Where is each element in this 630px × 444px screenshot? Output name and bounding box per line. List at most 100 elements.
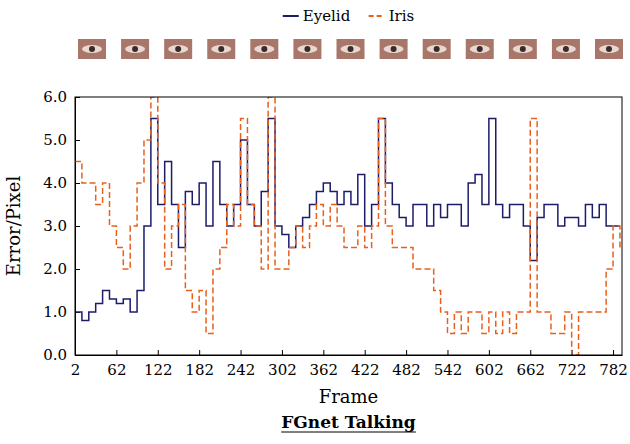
eye-thumbnail: [164, 39, 192, 59]
y-tick-mark: [75, 226, 80, 227]
y-tick-label: 0.0: [43, 346, 67, 364]
thumbnail-iris: [218, 46, 224, 52]
thumbnail-iris: [477, 46, 483, 52]
x-axis-title: Frame: [319, 386, 379, 407]
x-tick-label: 182: [185, 361, 214, 379]
y-tick-label: 1.0: [43, 303, 67, 321]
x-tick-mark: [530, 350, 531, 355]
x-tick: 182: [185, 350, 214, 379]
thumbnail-iris: [434, 46, 440, 52]
thumbnail-iris: [520, 46, 526, 52]
eye-thumbnails: [78, 39, 623, 59]
thumbnail-eye: [384, 45, 404, 53]
x-tick-label: 482: [392, 361, 421, 379]
y-tick: 6.0: [43, 88, 80, 106]
y-tick-label: 2.0: [43, 260, 67, 278]
x-tick: 662: [516, 350, 545, 379]
x-tick: 602: [475, 350, 504, 379]
x-tick-label: 2: [71, 361, 81, 379]
thumbnail-iris: [89, 46, 95, 52]
legend-item: Eyelid: [283, 7, 351, 25]
x-tick-label: 782: [599, 361, 628, 379]
x-tick-mark: [199, 350, 200, 355]
y-tick: 0.0: [43, 346, 80, 364]
thumbnail-bg: [207, 39, 235, 59]
x-tick-mark: [406, 350, 407, 355]
x-tick-label: 242: [227, 361, 256, 379]
thumbnail-eye: [427, 45, 447, 53]
thumbnail-bg: [595, 39, 623, 59]
x-tick: 482: [392, 350, 421, 379]
thumbnail-eye: [297, 45, 317, 53]
eye-thumbnail: [78, 39, 106, 59]
x-tick-mark: [613, 350, 614, 355]
y-tick: 5.0: [43, 131, 80, 149]
eye-thumbnail: [466, 39, 494, 59]
eye-thumbnail: [509, 39, 537, 59]
eye-thumbnail: [337, 39, 365, 59]
thumbnail-iris: [606, 46, 612, 52]
x-tick-mark: [241, 350, 242, 355]
x-tick-mark: [158, 350, 159, 355]
x-tick: 62: [107, 350, 126, 379]
thumbnail-eye: [470, 45, 490, 53]
y-tick-label: 4.0: [43, 174, 67, 192]
y-tick-label: 5.0: [43, 131, 67, 149]
thumbnail-iris: [175, 46, 181, 52]
thumbnail-iris: [261, 46, 267, 52]
thumbnail-bg: [380, 39, 408, 59]
y-tick-mark: [75, 140, 80, 141]
x-tick: 542: [434, 350, 463, 379]
x-tick-label: 122: [144, 361, 173, 379]
plot-frame: [75, 97, 622, 355]
legend-item: Iris: [369, 7, 415, 25]
x-tick-mark: [116, 350, 117, 355]
thumbnail-iris: [563, 46, 569, 52]
thumbnail-bg: [466, 39, 494, 59]
y-tick: 3.0: [43, 217, 80, 235]
thumbnail-iris: [304, 46, 310, 52]
eye-thumbnail: [423, 39, 451, 59]
thumbnail-iris: [132, 46, 138, 52]
x-tick-label: 602: [475, 361, 504, 379]
x-tick: 242: [227, 350, 256, 379]
eye-thumbnail: [293, 39, 321, 59]
x-tick: 122: [144, 350, 173, 379]
legend-swatch: [283, 15, 299, 17]
x-tick-mark: [489, 350, 490, 355]
x-tick: 422: [351, 350, 380, 379]
x-tick-label: 62: [107, 361, 126, 379]
eye-thumbnail: [380, 39, 408, 59]
x-tick-mark: [447, 350, 448, 355]
x-tick-label: 662: [516, 361, 545, 379]
x-tick-mark: [282, 350, 283, 355]
x-tick-label: 542: [434, 361, 463, 379]
y-tick-label: 6.0: [43, 88, 67, 106]
x-tick-label: 722: [558, 361, 587, 379]
thumbnail-bg: [250, 39, 278, 59]
x-axis: 2 62 122 182 242 302 362 422 482 542 602 662 722 782: [71, 350, 628, 379]
thumbnail-bg: [78, 39, 106, 59]
thumbnail-bg: [337, 39, 365, 59]
thumbnail-iris: [348, 46, 354, 52]
thumbnail-eye: [513, 45, 533, 53]
title-underline: [281, 432, 416, 433]
thumbnail-eye: [211, 45, 231, 53]
legend: Eyelid Iris: [283, 7, 414, 25]
thumbnail-eye: [341, 45, 361, 53]
thumbnail-eye: [168, 45, 188, 53]
thumbnail-bg: [293, 39, 321, 59]
thumbnail-eye: [82, 45, 102, 53]
x-tick-mark: [323, 350, 324, 355]
x-tick-label: 422: [351, 361, 380, 379]
x-tick: 362: [310, 350, 339, 379]
x-tick: 302: [268, 350, 297, 379]
thumbnail-eye: [125, 45, 145, 53]
x-tick-mark: [365, 350, 366, 355]
legend-label: Eyelid: [303, 7, 351, 25]
y-tick: 4.0: [43, 174, 80, 192]
thumbnail-bg: [164, 39, 192, 59]
thumbnail-iris: [391, 46, 397, 52]
thumbnail-bg: [121, 39, 149, 59]
y-tick: 1.0: [43, 303, 80, 321]
